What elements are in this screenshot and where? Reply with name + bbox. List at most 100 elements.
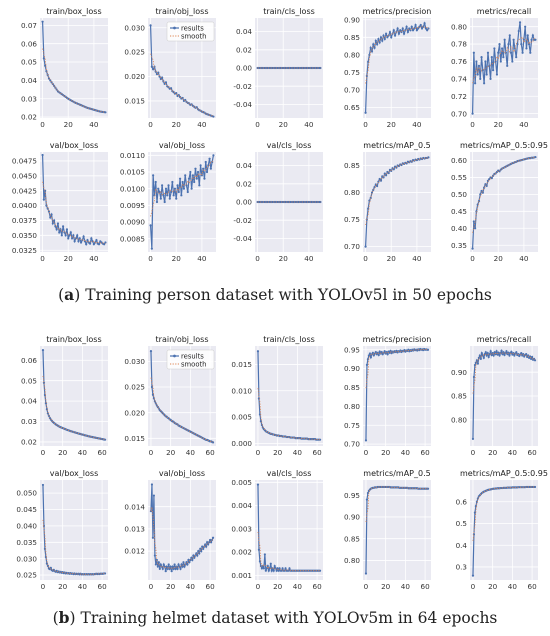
data-point xyxy=(370,191,374,194)
subplot: 0.015 0.020 0.025 0.030 0 20 40 train/obj_lossr… xyxy=(124,7,216,129)
data-point xyxy=(497,51,500,54)
x-tick-label: 20 xyxy=(166,448,176,457)
data-point xyxy=(501,353,504,356)
data-point xyxy=(378,177,381,181)
data-point xyxy=(498,170,501,173)
data-point xyxy=(420,27,424,30)
y-tick-label: 0.85 xyxy=(451,392,467,401)
y-tick-label: 0.06 xyxy=(21,356,37,365)
data-point xyxy=(103,243,106,246)
legend-smooth-label: smooth xyxy=(181,360,206,368)
data-point xyxy=(207,543,210,546)
data-point xyxy=(506,64,509,67)
data-point xyxy=(79,241,83,244)
data-point xyxy=(193,180,196,184)
x-tick-label: 20 xyxy=(387,120,397,129)
data-point xyxy=(513,354,516,357)
subplot: 0.02 0.03 0.04 0.05 0.06 0.07 0 20 40 train/box_l… xyxy=(21,7,108,129)
x-tick-label: 60 xyxy=(98,448,108,457)
data-point xyxy=(272,569,275,572)
legend-results-label: results xyxy=(181,352,204,360)
y-tick-label: 0.78 xyxy=(451,40,467,49)
data-point xyxy=(212,154,215,157)
data-point xyxy=(212,115,215,118)
data-point xyxy=(267,569,270,572)
x-tick-label: 0 xyxy=(40,120,45,129)
y-tick-label: 0.0095 xyxy=(120,201,145,210)
x-tick-label: 0 xyxy=(149,448,154,457)
x-tick-label: 20 xyxy=(488,582,498,591)
data-point xyxy=(500,47,504,50)
x-tick-label: 20 xyxy=(273,582,283,591)
y-tick-label: 0.80 xyxy=(451,415,467,424)
data-point xyxy=(268,567,271,570)
subplot-title: metrics/recall xyxy=(477,335,531,344)
data-point xyxy=(269,562,272,565)
data-point xyxy=(65,228,69,231)
data-point xyxy=(56,222,60,225)
data-point xyxy=(365,498,369,501)
data-point xyxy=(92,243,95,246)
y-tick-label: 0.72 xyxy=(451,92,467,101)
plot-area xyxy=(255,480,323,580)
data-point xyxy=(196,554,199,557)
data-point xyxy=(480,352,483,355)
data-point xyxy=(162,194,165,197)
subplot: 0.3 0.4 0.5 0.6 0 20 40 60 metrics/mAP_0.5:0.95 xyxy=(456,469,548,591)
data-point xyxy=(527,354,530,357)
data-point xyxy=(49,79,52,82)
subplot: 0.02 0.03 0.04 0.05 0.06 0 20 40 60 train/box_los… xyxy=(21,335,108,457)
data-point xyxy=(386,36,389,39)
y-tick-label: 0.00 xyxy=(236,198,252,207)
x-tick-label: 60 xyxy=(206,582,216,591)
data-point xyxy=(61,225,65,228)
data-point xyxy=(374,350,377,354)
y-tick-label: 0.45 xyxy=(451,207,467,216)
data-point xyxy=(202,167,205,170)
data-point xyxy=(512,38,515,41)
data-point xyxy=(179,567,182,570)
data-point xyxy=(471,437,475,440)
data-point xyxy=(488,353,491,356)
x-tick-label: 0 xyxy=(41,582,46,591)
y-tick-label: 0.002 xyxy=(231,548,252,557)
subplot: 0.000 0.005 0.010 0.015 0 20 40 60 train/cls_los… xyxy=(231,335,323,457)
data-point xyxy=(155,200,159,204)
plot-area xyxy=(40,480,108,580)
data-point xyxy=(480,56,483,59)
y-tick-label: 0.65 xyxy=(344,103,360,112)
data-point xyxy=(181,96,184,100)
data-point xyxy=(524,25,527,28)
y-tick-label: 0.70 xyxy=(344,242,360,251)
data-point xyxy=(73,240,76,243)
data-point xyxy=(401,27,404,30)
data-point xyxy=(257,548,261,551)
data-point xyxy=(68,234,71,237)
y-tick-label: 0.005 xyxy=(231,413,252,422)
legend-results-label: results xyxy=(181,24,204,32)
subplot-title: val/cls_loss xyxy=(267,469,312,478)
data-point xyxy=(281,567,284,570)
subplot-title: train/box_loss xyxy=(46,7,101,16)
data-point xyxy=(50,213,53,216)
data-point xyxy=(172,194,175,197)
data-point xyxy=(155,558,158,562)
y-tick-label: 0.35 xyxy=(451,241,467,250)
data-point xyxy=(169,190,173,194)
data-point xyxy=(187,558,190,562)
data-point xyxy=(377,37,380,41)
data-point xyxy=(318,569,322,572)
data-point xyxy=(198,184,201,187)
y-tick-label: 0.030 xyxy=(16,554,37,563)
subplot-title: metrics/precision xyxy=(363,335,432,344)
data-point xyxy=(427,156,430,159)
data-point xyxy=(190,187,193,190)
plot-area xyxy=(255,346,323,446)
y-tick-label: 0.020 xyxy=(124,408,145,417)
data-point xyxy=(487,355,490,359)
x-tick-label: 60 xyxy=(421,582,431,591)
data-point xyxy=(533,485,537,489)
data-point xyxy=(381,39,384,42)
smooth-line xyxy=(365,25,429,84)
data-point xyxy=(164,570,167,573)
